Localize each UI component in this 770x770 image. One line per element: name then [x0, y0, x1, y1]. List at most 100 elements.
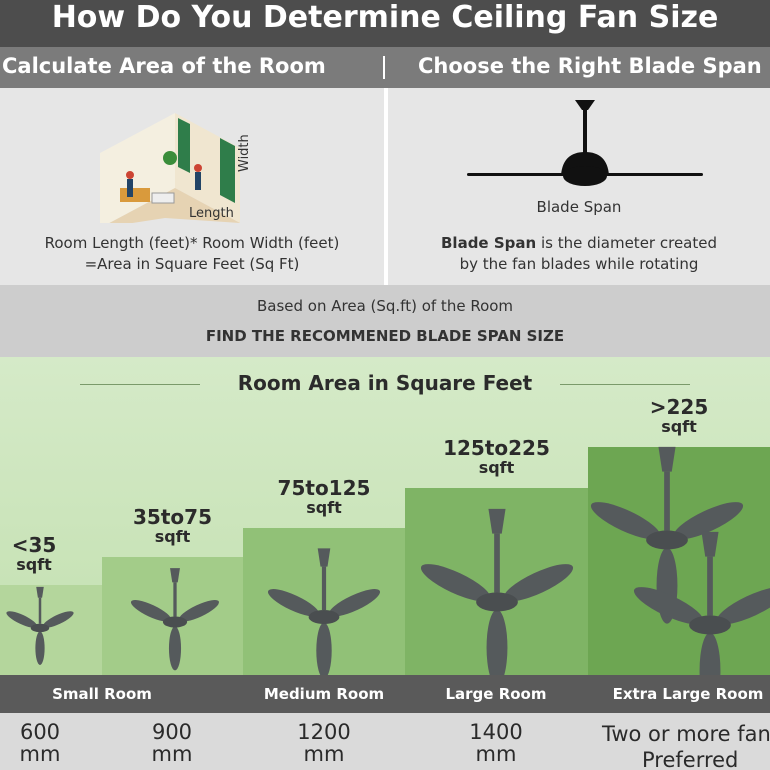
size-value: 900: [151, 720, 193, 744]
size-unit: mm: [303, 742, 345, 766]
fan-hub: [476, 592, 518, 612]
fan-icon: [420, 508, 574, 675]
fan-blade: [316, 622, 332, 675]
fan-rod: [321, 566, 327, 610]
dimension-label: Length: [189, 206, 234, 221]
caption: Blade Span: [536, 198, 622, 216]
fan-blade: [328, 589, 381, 617]
fan-blade: [168, 626, 182, 671]
fan-blade: [673, 502, 744, 540]
chart-heading: Room Area in Square Feet: [237, 371, 533, 395]
tier-label: 35to75 sqft: [82, 507, 263, 547]
size-unit: mm: [151, 742, 193, 766]
tier-area: 125to225: [443, 436, 550, 460]
rule: [80, 384, 200, 385]
fan-hub: [308, 610, 340, 624]
blade-size-bar: 600 mm 900 mm 1200 mm 1400 mm Two or more fans Pr…: [0, 713, 770, 770]
size-value: 1400: [469, 720, 523, 744]
tier-label: >225 sqft: [568, 397, 770, 437]
fan-rod: [317, 548, 331, 567]
size-unit: Preferred: [642, 748, 739, 770]
fan-blade: [633, 587, 704, 625]
tier-step: [588, 447, 770, 675]
formula-line: =Area in Square Feet (Sq Ft): [84, 255, 300, 273]
size-value: Two or more fans: [602, 722, 770, 746]
fan-rod: [664, 471, 670, 531]
room-type: Small Room: [52, 685, 152, 703]
fan-hub: [30, 623, 50, 633]
fan-rod: [658, 446, 676, 472]
fan-blade: [486, 609, 508, 675]
blade-size: 900 mm: [112, 721, 232, 765]
fan-icon: [267, 548, 381, 675]
room-illustration: [100, 113, 240, 223]
room-type: Large Room: [445, 685, 547, 703]
room-type-bar: Small Room Medium Room Large Room Extra Lar…: [0, 675, 770, 713]
fan-rod: [38, 597, 42, 624]
fan-rod: [488, 508, 506, 534]
tier-area: <35: [11, 533, 57, 557]
instruction-band: Based on Area (Sq.ft) of the Room FIND T…: [0, 285, 770, 357]
size-value: 600: [19, 720, 61, 744]
fan-blade: [590, 502, 661, 540]
tier-unit: sqft: [16, 555, 52, 574]
fan-blade: [267, 589, 320, 617]
page-title: How Do You Determine Ceiling Fan Size: [0, 0, 770, 47]
fan-hub: [646, 530, 688, 550]
fan-rod: [701, 531, 719, 557]
size-unit: mm: [19, 742, 61, 766]
tier-unit: sqft: [661, 417, 697, 436]
fan-hub: [162, 616, 188, 628]
section-heading: Calculate Area of the Room: [2, 54, 326, 78]
band-line: FIND THE RECOMMENED BLADE SPAN SIZE: [205, 327, 565, 345]
fan-icon: [6, 586, 74, 665]
fan-rod: [170, 568, 180, 583]
tier-graphic: [0, 446, 770, 675]
tier-unit: sqft: [154, 527, 191, 546]
fan-hub: [689, 615, 731, 635]
fan-blade: [42, 611, 74, 628]
fan-blade: [35, 631, 45, 665]
fan-icon: [130, 568, 220, 671]
tier-label: 125to225 sqft: [385, 438, 608, 478]
intro-panel: Width Length Room Length (feet)* Room Wi…: [0, 88, 770, 285]
formula: Room Length (feet)* Room Width (feet) =A…: [0, 233, 384, 275]
description-line: is the diameter created: [540, 234, 717, 252]
section-header-bar: Calculate Area of the Room Choose the Ri…: [0, 47, 770, 88]
tier-label: <35 sqft: [0, 535, 68, 575]
fan-blade: [420, 564, 491, 602]
tier-label: 75to125 sqft: [223, 478, 425, 518]
tier-step: [0, 585, 102, 675]
section-heading: Choose the Right Blade Span: [418, 54, 762, 78]
size-unit: mm: [475, 742, 517, 766]
fan-rod: [707, 556, 713, 616]
fan-blade: [6, 611, 38, 628]
tier-area: >225: [649, 395, 709, 419]
description: Blade Span is the diameter created by th…: [388, 233, 770, 275]
fan-blade: [130, 600, 172, 622]
fan-rod: [173, 582, 177, 617]
band-line: Based on Area (Sq.ft) of the Room: [256, 297, 514, 315]
tier-area: 35to75: [133, 505, 212, 529]
fan-rod: [36, 586, 44, 598]
fan-blade: [178, 600, 220, 622]
term: Blade Span: [441, 234, 537, 252]
blade-size: Two or more fans Preferred: [602, 721, 770, 770]
description-line: by the fan blades while rotating: [459, 255, 699, 273]
fan-blade: [699, 632, 721, 675]
fan-blade: [716, 587, 770, 625]
dimension-label: Width: [237, 134, 252, 172]
room-type: Extra Large Room: [612, 685, 764, 703]
rule: [560, 384, 690, 385]
blade-size: 1200 mm: [264, 721, 384, 765]
room-type: Medium Room: [263, 685, 385, 703]
fan-blade: [503, 564, 574, 602]
divider: [384, 88, 388, 285]
blade-size: 600 mm: [0, 721, 100, 765]
size-value: 1200: [297, 720, 351, 744]
fan-icon: [633, 531, 770, 675]
tier-area: 75to125: [277, 476, 371, 500]
fan-rod: [494, 533, 500, 593]
fan-silhouette: [467, 100, 703, 186]
